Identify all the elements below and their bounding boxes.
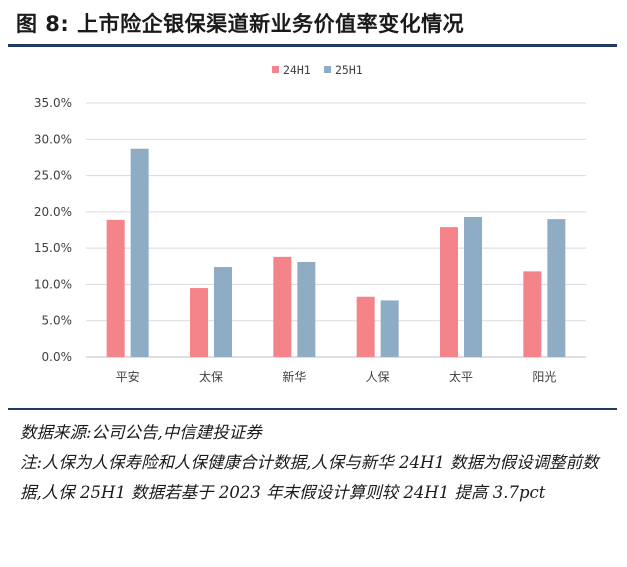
legend-label: 25H1 xyxy=(335,63,363,77)
bar-chart: 0.0% 5.0% 10.0% 15.0% 20.0% 25.0% 30.0% 35.0% 平安… xyxy=(34,63,586,384)
x-tick-label: 太保 xyxy=(199,369,223,384)
y-tick-label: 25.0% xyxy=(34,169,72,183)
y-tick-label: 35.0% xyxy=(34,96,72,110)
bar-25H1 xyxy=(380,300,399,357)
legend-label: 24H1 xyxy=(283,63,311,77)
bar-24H1 xyxy=(523,271,542,357)
bar-25H1 xyxy=(547,219,566,357)
bar-24H1 xyxy=(190,288,208,357)
x-tick-label: 平安 xyxy=(116,369,140,384)
bar-25H1 xyxy=(214,267,232,357)
bar-24H1 xyxy=(106,219,125,357)
y-tick-label: 15.0% xyxy=(34,241,72,255)
bar-25H1 xyxy=(130,148,149,357)
x-tick-label: 人保 xyxy=(366,370,390,384)
notes-block: 数据来源:公司公告,中信建投证券 注:人保为人保寿险和人保健康合计数据,人保与新… xyxy=(20,418,610,508)
legend-swatch xyxy=(272,66,279,73)
x-tick-label: 阳光 xyxy=(532,370,556,384)
y-tick-label: 5.0% xyxy=(42,314,73,328)
y-tick-label: 0.0% xyxy=(42,350,73,364)
figure-title: 图 8: 上市险企银保渠道新业务价值率变化情况 xyxy=(16,12,465,36)
y-tick-label: 30.0% xyxy=(34,132,72,146)
bar-24H1 xyxy=(440,227,458,357)
bar-24H1 xyxy=(356,296,375,357)
y-tick-label: 20.0% xyxy=(34,205,72,219)
bar-24H1 xyxy=(273,256,292,357)
x-tick-label: 新华 xyxy=(282,369,306,384)
legend-swatch xyxy=(324,66,331,73)
title-divider xyxy=(8,44,617,47)
source-note: 数据来源:公司公告,中信建投证券 xyxy=(20,423,262,442)
notes-divider xyxy=(8,408,617,410)
x-tick-label: 太平 xyxy=(449,369,473,384)
y-tick-label: 10.0% xyxy=(34,277,72,291)
bar-25H1 xyxy=(464,216,482,357)
footnote: 注:人保为人保寿险和人保健康合计数据,人保与新华 24H1 数据为假设调整前数据… xyxy=(20,453,599,502)
bar-25H1 xyxy=(297,261,316,357)
